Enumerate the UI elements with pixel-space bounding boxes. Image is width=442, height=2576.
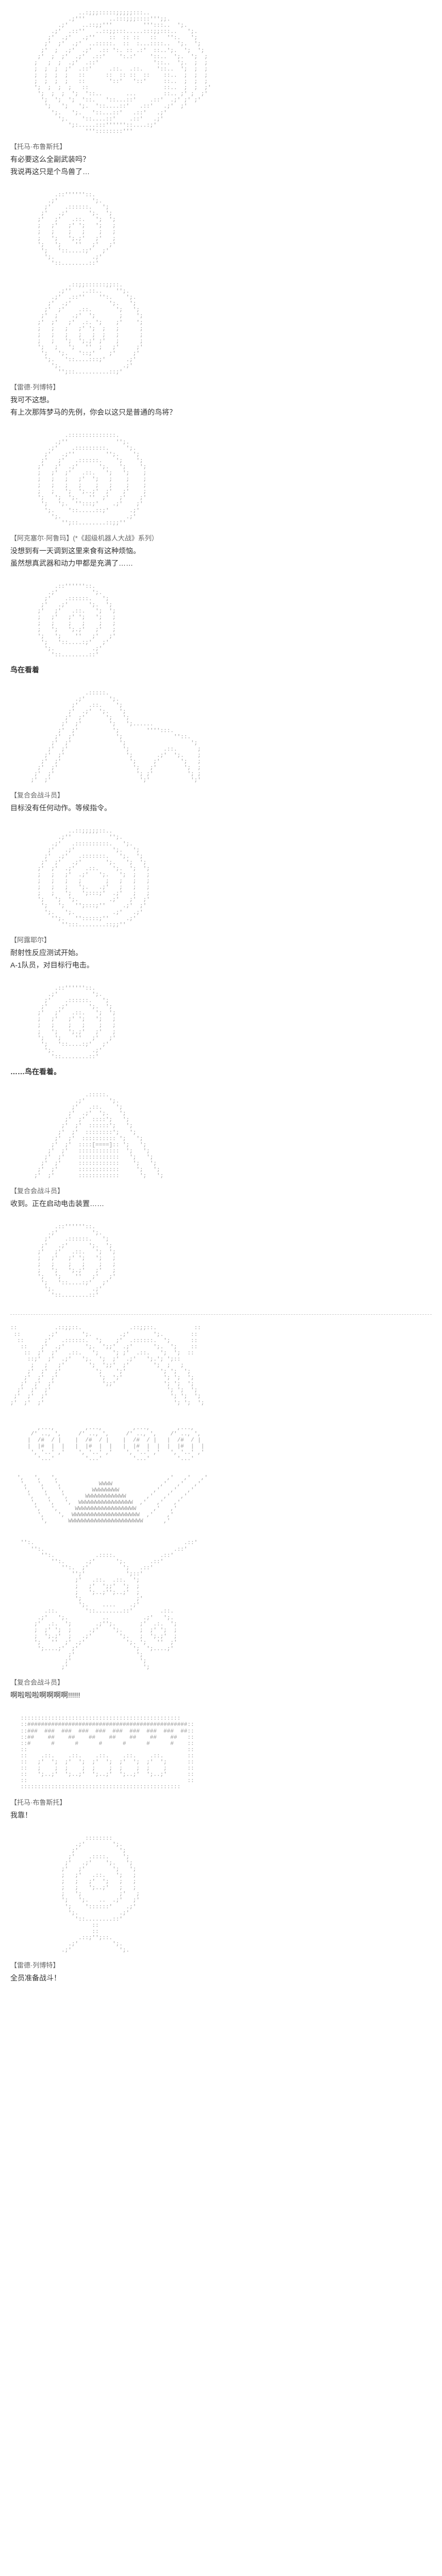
dialogue-line: 我可不这想。 bbox=[10, 395, 432, 405]
ascii-art: .::''''''::. .;' ';. ;' .::::::. '; ;' .… bbox=[10, 986, 432, 1060]
dialogue-block: .::''''''::. .;' ';. ;' .::::::. '; ;' .… bbox=[10, 192, 432, 267]
dialogue-block: .::''''''::. .;' ';. ;' .::::::. '; ;' .… bbox=[10, 584, 432, 675]
ascii-art: .:::::. .;' ';. ;' .::. '; ;' .;' ';. ';… bbox=[10, 1092, 432, 1179]
ascii-art: ..::;;;;;::.. .;'' '';. .;' .::::::::::.… bbox=[10, 828, 432, 928]
dialogue-block: .::::::::::::::. .;'' '';. .;' .::::::::… bbox=[10, 433, 432, 568]
speaker-label: 【托马·布鲁斯托】 bbox=[10, 1797, 432, 1807]
speaker-label: 【阿克塞尔·阿鲁玛】(*《超级机器人大战》系列） bbox=[10, 533, 432, 543]
dialogue-block: .::;;::::::;;::. .;'' ..::.. '';. .;' .:… bbox=[10, 282, 432, 417]
ascii-art: ::::::::::::::::::::::::::::::::::::::::… bbox=[10, 1716, 432, 1790]
section-divider bbox=[10, 1314, 432, 1315]
dialogue-line: 有必要这么全副武装吗？ bbox=[10, 154, 432, 164]
ascii-art: '':. .::' '':. .::' '':. .::::. .::' '':… bbox=[10, 1540, 432, 1671]
dialogue-block: .:::::. .;' ';. ;' .::. '; ;' .;' ';. ';… bbox=[10, 690, 432, 813]
speaker-label: 【雷德·列博特】 bbox=[10, 1960, 432, 1970]
dialogue-line: 虽然想真武器和动力甲都是充满了…… bbox=[10, 558, 432, 568]
dialogue-block: .::''''''::. .;' ';. ;' .::::::. '; ;' .… bbox=[10, 1224, 432, 1299]
dialogue-block: .:::::. .;' ';. ;' .::. '; ;' .;' ';. ';… bbox=[10, 1092, 432, 1209]
speaker-label: 【复合会战斗员】 bbox=[10, 1677, 432, 1687]
ascii-art: .:::::. .;' ';. ;' .::. '; ;' .;' ';. ';… bbox=[10, 690, 432, 784]
dialogue-line: 啊啦啦啦啊啊啊啊!!!!!! bbox=[10, 1690, 432, 1700]
dialogue-block: '':. .::' '':. .::' '':. .::::. .::' '':… bbox=[10, 1540, 432, 1700]
dialogue-line: A-1队员，对目标行电击。 bbox=[10, 960, 432, 970]
ascii-art: .::::::::::::::. .;'' '';. .;' .::::::::… bbox=[10, 433, 432, 526]
dialogue-line: 没想到有一天调到这里来食有这种烦恼。 bbox=[10, 546, 432, 556]
ascii-art: ..:;;;:::::;;;;;:::.. .;''' ..:::;;;::::… bbox=[10, 10, 432, 135]
dialogue-line: 耐射性反应测试开始。 bbox=[10, 947, 432, 958]
speaker-label: 【雷德·列博特】 bbox=[10, 382, 432, 392]
ascii-art: .::;;::::::;;::. .;'' ..::.. '';. .;' .:… bbox=[10, 282, 432, 376]
dialogue-line: 目标没有任何动作。等候指令。 bbox=[10, 803, 432, 813]
dialogue-line: 全员准备战斗！ bbox=[10, 1973, 432, 1983]
ascii-art: .::''''''::. .;' ';. ;' .::::::. '; ;' .… bbox=[10, 192, 432, 267]
dialogue-line: 我靠！ bbox=[10, 1810, 432, 1820]
ascii-art: :: .::;;::. .::;;::. :: :: .;' ';. .;' '… bbox=[10, 1325, 432, 1524]
dialogue-line: 鸟在看着 bbox=[10, 665, 432, 675]
dialogue-line: ……鸟在看着。 bbox=[10, 1066, 432, 1077]
ascii-art: .::''''''::. .;' ';. ;' .::::::. '; ;' .… bbox=[10, 584, 432, 658]
speaker-label: 【复合会战斗员】 bbox=[10, 1185, 432, 1195]
speaker-label: 【复合会战斗员】 bbox=[10, 790, 432, 800]
speaker-label: 【阿露耶尔】 bbox=[10, 935, 432, 944]
ascii-art: .::''''''::. .;' ';. ;' .::::::. '; ;' .… bbox=[10, 1224, 432, 1299]
dialogue-line: 收到。正在启动电击装置…… bbox=[10, 1198, 432, 1209]
dialogue-block: ::::::::::::::::::::::::::::::::::::::::… bbox=[10, 1716, 432, 1820]
dialogue-block: ..::;;;;;::.. .;'' '';. .;' .::::::::::.… bbox=[10, 828, 432, 970]
speaker-label: 【托马·布鲁斯托】 bbox=[10, 141, 432, 151]
dialogue-block: .::''''''::. .;' ';. ;' .::::::. '; ;' .… bbox=[10, 986, 432, 1077]
dialogue-block: ..:;;;:::::;;;;;:::.. .;''' ..:::;;;::::… bbox=[10, 10, 432, 177]
dialogue-block: :::::::: .;' ';. ;' '; ;' .::::. '; ;' .… bbox=[10, 1836, 432, 1984]
ascii-art: :::::::: .;' ';. ;' '; ;' .::::. '; ;' .… bbox=[10, 1836, 432, 1954]
dialogue-line: 有上次那阵梦马的先例，你会以这只是普通的鸟将？ bbox=[10, 407, 432, 417]
dialogue-block: :: .::;;::. .::;;::. :: :: .;' ';. .;' '… bbox=[10, 1325, 432, 1524]
dialogue-line: 我说再这只是个鸟兽了… bbox=[10, 166, 432, 177]
